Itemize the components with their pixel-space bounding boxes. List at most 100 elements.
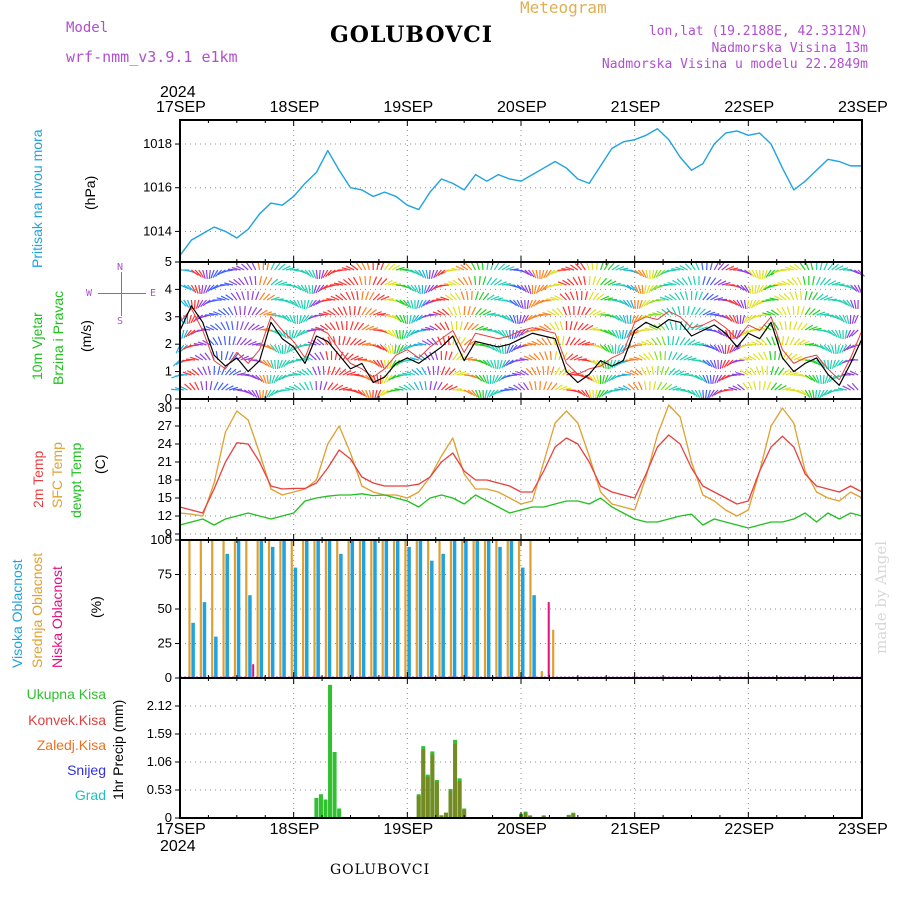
cloud-high-bar xyxy=(327,540,332,678)
wind-arrow xyxy=(447,307,454,316)
wind-arrow xyxy=(694,389,701,399)
wind-arrow xyxy=(728,314,735,323)
wind-arrow xyxy=(413,381,420,391)
wind-arrow xyxy=(345,265,355,271)
wind-arrow xyxy=(478,275,481,286)
wind-arrow xyxy=(437,269,446,277)
wind-arrow xyxy=(679,321,683,331)
wind-arrow xyxy=(770,309,779,316)
wind-arrow xyxy=(332,308,340,316)
wind-arrow xyxy=(312,299,321,307)
wind-arrow xyxy=(581,306,586,316)
wind-arrow xyxy=(668,367,676,376)
wind-arrow xyxy=(526,299,530,309)
wind-arrow xyxy=(596,311,606,316)
wind-arrow xyxy=(804,324,814,331)
wind-arrow xyxy=(596,293,604,301)
wind-arrow xyxy=(704,389,708,400)
wind-arrow xyxy=(468,276,473,286)
wind-arrow xyxy=(785,336,790,346)
wind-arrow xyxy=(350,355,359,361)
wind-arrow xyxy=(596,374,600,384)
cloud-mid-bar xyxy=(472,540,475,678)
wind-arrow xyxy=(187,329,196,337)
wind-arrow xyxy=(554,384,563,391)
wind-arrow xyxy=(691,374,700,380)
wind-arrow xyxy=(550,296,560,301)
wind-arrow xyxy=(622,299,630,308)
wind-arrow xyxy=(853,284,860,293)
wind-arrow xyxy=(217,382,224,391)
wind-arrow xyxy=(296,358,306,361)
wind-arrow xyxy=(709,277,717,286)
time-tick-bottom: 23SEP xyxy=(838,821,888,838)
wind-arrow xyxy=(846,314,850,324)
wind-arrow xyxy=(594,389,598,399)
ytick-label: 50 xyxy=(158,601,172,616)
wind-arrow xyxy=(535,269,539,279)
wind-arrow xyxy=(331,383,339,391)
wind-arrow xyxy=(615,314,623,322)
wind-arrow xyxy=(342,352,349,361)
wind-arrow xyxy=(493,374,499,384)
wind-arrow xyxy=(385,374,393,383)
wind-arrow xyxy=(443,282,453,286)
wind-arrow xyxy=(687,306,690,316)
wind-arrow xyxy=(281,314,290,322)
wind-arrow xyxy=(664,366,670,376)
cloud-mid-bar xyxy=(438,540,441,678)
wind-arrow xyxy=(411,314,416,324)
wind-arrow xyxy=(384,344,390,354)
wind-arrow xyxy=(221,383,229,391)
wind-arrow xyxy=(244,389,253,396)
wind-arrow xyxy=(501,264,510,271)
wind-arrow xyxy=(522,382,529,391)
wind-arrow xyxy=(604,297,614,301)
wind-arrow xyxy=(246,262,253,271)
wind-arrow xyxy=(376,294,385,301)
wind-arrow xyxy=(444,321,450,331)
wind-arrow xyxy=(850,299,855,309)
wind-arrow xyxy=(207,284,215,292)
wind-arrow xyxy=(402,372,412,376)
wind-arrow xyxy=(751,269,757,279)
cloud-mid-bar xyxy=(392,540,396,678)
wind-arrow xyxy=(452,279,461,286)
wind-arrow xyxy=(664,295,673,301)
wind-arrow xyxy=(729,299,738,306)
wind-arrow xyxy=(736,329,742,339)
wind-arrow xyxy=(357,306,362,316)
wind-arrow xyxy=(581,323,589,331)
wind-arrow xyxy=(702,389,705,400)
ytick-label: 4 xyxy=(165,281,172,296)
wind-arrow xyxy=(409,357,419,361)
wind-arrow xyxy=(611,314,620,321)
wind-arrow xyxy=(565,336,571,346)
wind-arrow xyxy=(427,366,431,376)
wind-arrow xyxy=(484,389,488,399)
wind-arrow xyxy=(796,306,800,316)
wind-arrow xyxy=(391,344,394,355)
wind-arrow xyxy=(626,299,633,309)
wind-arrow xyxy=(513,329,518,339)
wind-arrow xyxy=(561,267,571,271)
cloud-mid-bar xyxy=(495,540,498,678)
cloud-high-bar xyxy=(486,540,491,678)
wind-arrow xyxy=(827,262,835,271)
wind-arrow xyxy=(520,269,530,276)
wind-arrow xyxy=(804,291,808,301)
precip-legend-hail: Grad xyxy=(74,787,106,803)
wind-arrow xyxy=(292,372,302,376)
wind-arrow xyxy=(607,329,616,337)
wind-arrow xyxy=(542,299,552,302)
wind-arrow xyxy=(816,344,825,350)
time-tick-bottom: 19SEP xyxy=(383,821,434,838)
wind-arrow xyxy=(497,263,506,271)
wind-arrow xyxy=(638,354,647,361)
wind-arrow xyxy=(190,314,196,324)
wind-arrow xyxy=(684,291,689,301)
wind-arrow xyxy=(189,344,199,347)
station-title: GOLUBOVCI xyxy=(330,22,494,48)
wind-arrow xyxy=(584,291,588,301)
cloud-high-bar xyxy=(361,540,366,678)
